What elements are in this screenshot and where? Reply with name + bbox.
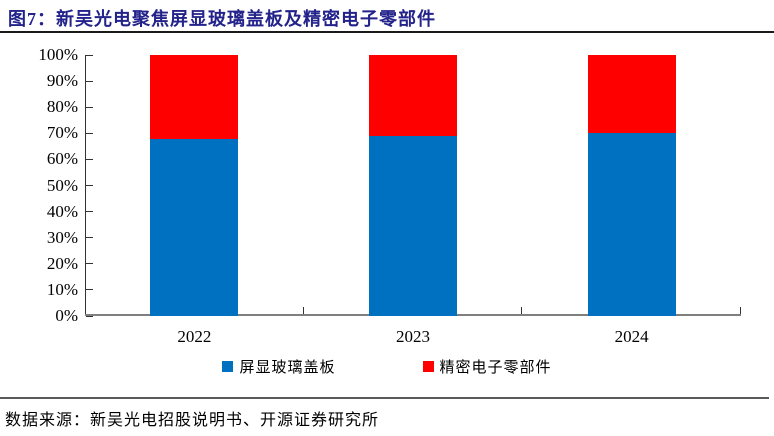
y-axis-tick	[86, 237, 93, 239]
legend-swatch-icon	[422, 361, 434, 372]
figure-title: 图7：新吴光电聚焦屏显玻璃盖板及精密电子零部件	[8, 9, 436, 29]
y-axis-tick	[86, 211, 93, 213]
y-axis-tick	[86, 263, 93, 265]
y-axis-tick-label: 90%	[46, 71, 78, 91]
legend-label: 屏显玻璃盖板	[239, 360, 336, 376]
title-divider	[0, 31, 774, 33]
y-axis-tick	[86, 289, 93, 291]
y-axis-tick-label: 10%	[46, 279, 78, 299]
legend-item-blue-series: 屏显玻璃盖板	[222, 356, 335, 377]
data-source: 数据来源：新吴光电招股说明书、开源证券研究所	[5, 412, 380, 429]
y-axis-tick-label: 100%	[38, 45, 78, 64]
x-axis-tick	[521, 307, 523, 314]
y-axis-tick	[86, 54, 93, 56]
y-axis-tick-label: 50%	[46, 175, 78, 195]
y-axis-tick	[86, 106, 93, 108]
y-axis-tick-label: 70%	[46, 123, 78, 143]
y-axis-tick-label: 30%	[46, 227, 78, 247]
bar-segment-blue	[150, 138, 239, 316]
legend-item-red-series: 精密电子零部件	[422, 356, 552, 377]
x-axis-tick	[740, 307, 741, 314]
bar-segment-red	[150, 55, 239, 139]
y-axis-line	[85, 55, 86, 316]
chart-legend: 屏显玻璃盖板 精密电子零部件	[0, 356, 774, 377]
y-axis-tick	[86, 185, 93, 186]
bar-segment-blue	[587, 133, 676, 316]
bar-segment-blue	[369, 135, 457, 316]
y-axis-tick	[86, 158, 93, 160]
y-axis-tick-label: 0%	[55, 306, 78, 325]
bar-segment-red	[369, 55, 457, 136]
y-axis-tick-label: 80%	[46, 97, 78, 117]
x-axis-tick	[302, 307, 304, 314]
y-axis-tick-label: 60%	[46, 149, 78, 169]
legend-swatch-icon	[222, 361, 234, 372]
y-axis-tick	[86, 315, 93, 317]
source-divider	[0, 397, 769, 399]
y-axis-tick	[86, 132, 93, 134]
x-axis-tick-label: 2022	[177, 327, 212, 346]
y-axis-tick-label: 40%	[46, 201, 78, 221]
y-axis-tick	[86, 80, 93, 82]
bar-segment-red	[587, 55, 676, 134]
x-axis-tick-label: 2023	[396, 327, 430, 346]
legend-label: 精密电子零部件	[439, 360, 552, 376]
x-axis-tick-label: 2024	[614, 327, 649, 346]
y-axis-tick-label: 20%	[46, 253, 78, 273]
